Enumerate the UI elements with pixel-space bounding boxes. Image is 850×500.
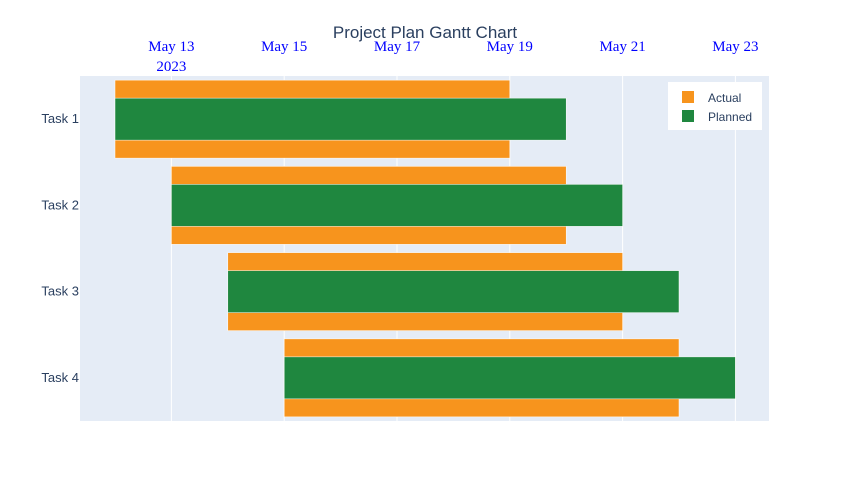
bar-planned[interactable] [171,184,623,227]
x-axis-ticks: May 13 May 15 May 17 May 19 May 21 May 23 [148,39,758,55]
chart-title: Project Plan Gantt Chart [333,23,518,42]
y-tick-label: Task 4 [41,370,79,385]
x-tick-label: May 23 [712,39,758,55]
bar-planned[interactable] [227,270,680,313]
bars [114,79,736,418]
x-tick-label: May 13 [148,39,194,55]
x-tick-label: May 17 [374,39,421,55]
x-axis-year-label: 2023 [156,59,186,75]
y-tick-label: Task 3 [41,284,79,299]
x-tick-label: May 21 [599,39,645,55]
legend-swatch-actual[interactable] [682,91,694,103]
legend-label-actual[interactable]: Actual [708,91,741,105]
legend[interactable]: Actual Planned [668,82,762,130]
bar-planned[interactable] [283,356,736,400]
x-tick-label: May 15 [261,39,307,55]
legend-swatch-planned[interactable] [682,110,694,122]
legend-label-planned[interactable]: Planned [708,110,752,124]
y-tick-label: Task 1 [41,111,79,126]
x-tick-label: May 19 [487,39,533,55]
bar-planned[interactable] [114,97,567,141]
y-axis-ticks: Task 1 Task 2 Task 3 Task 4 [41,111,79,385]
y-tick-label: Task 2 [41,197,79,212]
